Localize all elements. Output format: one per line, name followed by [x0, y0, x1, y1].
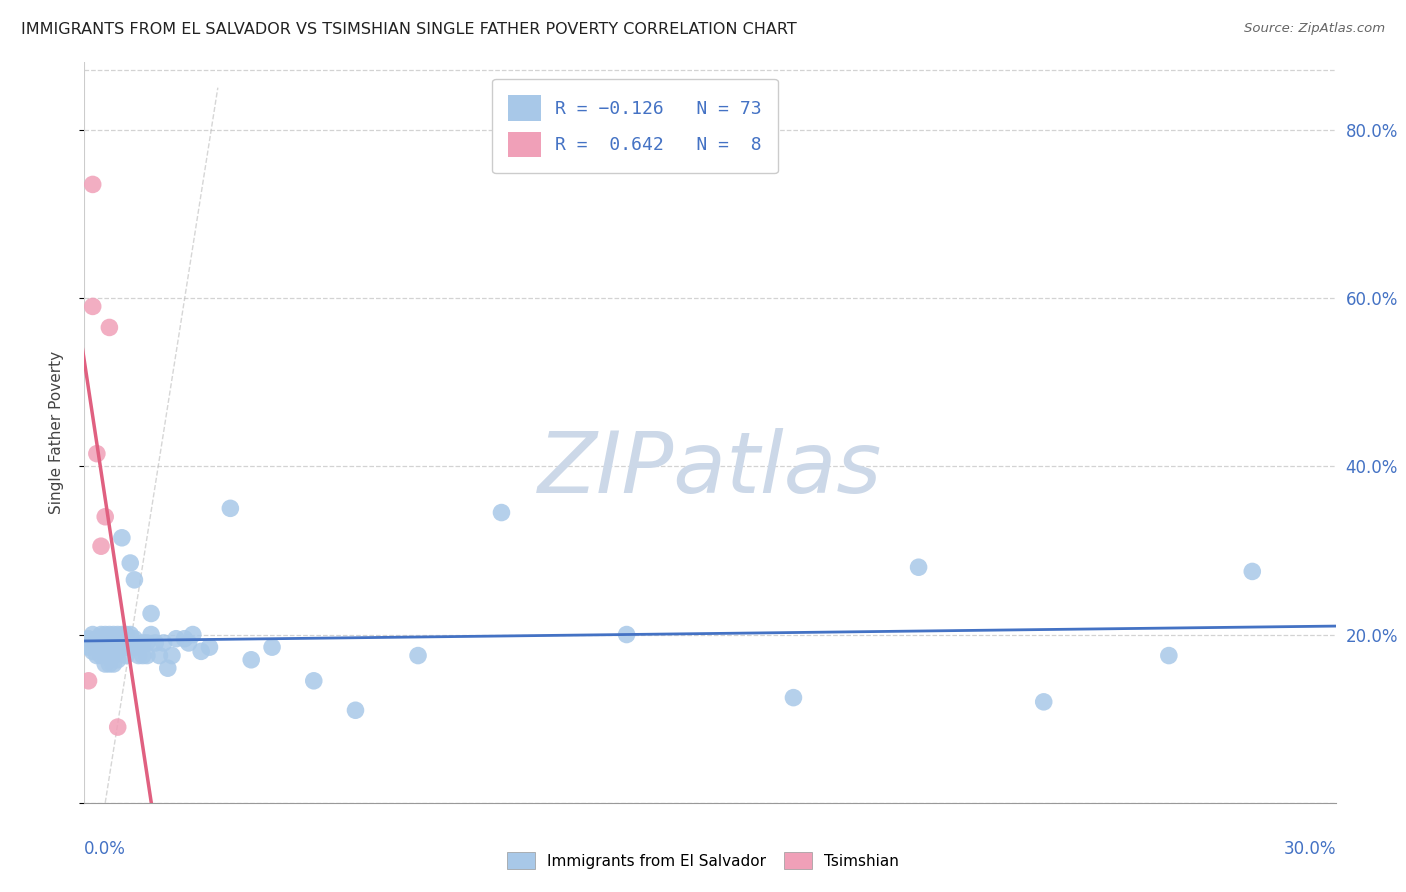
Point — [128, 640, 150, 655]
Point — [103, 640, 125, 655]
Point — [190, 644, 212, 658]
Point — [94, 632, 117, 646]
Point — [90, 539, 112, 553]
Point — [77, 673, 100, 688]
Point — [90, 627, 112, 641]
Point — [107, 632, 129, 646]
Point — [128, 648, 150, 663]
Point — [139, 607, 162, 621]
Point — [1241, 565, 1264, 579]
Point — [77, 632, 100, 646]
Point — [136, 636, 159, 650]
Point — [115, 627, 138, 641]
Point — [160, 648, 183, 663]
Point — [103, 657, 125, 671]
Point — [98, 632, 121, 646]
Point — [302, 673, 325, 688]
Point — [86, 648, 108, 663]
Point — [198, 640, 221, 655]
Point — [86, 447, 108, 461]
Point — [82, 644, 104, 658]
Point — [98, 657, 121, 671]
Point — [98, 640, 121, 655]
Point — [907, 560, 929, 574]
Point — [406, 648, 429, 663]
Point — [98, 627, 121, 641]
Point — [115, 648, 138, 663]
Text: ZIPatlas: ZIPatlas — [538, 428, 882, 511]
Point — [152, 636, 174, 650]
Text: IMMIGRANTS FROM EL SALVADOR VS TSIMSHIAN SINGLE FATHER POVERTY CORRELATION CHART: IMMIGRANTS FROM EL SALVADOR VS TSIMSHIAN… — [21, 22, 797, 37]
Point — [132, 648, 155, 663]
Point — [111, 531, 134, 545]
Point — [86, 640, 108, 655]
Point — [107, 644, 129, 658]
Legend: R = −0.126   N = 73, R =  0.642   N =  8: R = −0.126 N = 73, R = 0.642 N = 8 — [492, 78, 778, 173]
Point — [132, 636, 155, 650]
Point — [94, 640, 117, 655]
Point — [94, 657, 117, 671]
Point — [86, 632, 108, 646]
Point — [139, 627, 162, 641]
Point — [107, 627, 129, 641]
Point — [82, 300, 104, 314]
Legend: Immigrants from El Salvador, Tsimshian: Immigrants from El Salvador, Tsimshian — [501, 846, 905, 875]
Point — [1157, 648, 1180, 663]
Point — [111, 640, 134, 655]
Point — [124, 640, 146, 655]
Point — [120, 627, 142, 641]
Point — [262, 640, 284, 655]
Point — [143, 636, 166, 650]
Point — [219, 501, 242, 516]
Point — [98, 648, 121, 663]
Point — [344, 703, 367, 717]
Point — [124, 632, 146, 646]
Point — [111, 627, 134, 641]
Point — [181, 627, 204, 641]
Point — [107, 720, 129, 734]
Point — [103, 627, 125, 641]
Point — [240, 653, 263, 667]
Point — [103, 632, 125, 646]
Text: 0.0%: 0.0% — [84, 840, 127, 858]
Text: 30.0%: 30.0% — [1284, 840, 1336, 858]
Point — [77, 640, 100, 655]
Point — [616, 627, 638, 641]
Point — [90, 636, 112, 650]
Point — [120, 556, 142, 570]
Point — [1032, 695, 1054, 709]
Point — [94, 509, 117, 524]
Y-axis label: Single Father Poverty: Single Father Poverty — [49, 351, 63, 514]
Point — [491, 506, 513, 520]
Point — [136, 648, 159, 663]
Point — [782, 690, 804, 705]
Point — [103, 648, 125, 663]
Point — [165, 632, 187, 646]
Point — [173, 632, 195, 646]
Point — [115, 636, 138, 650]
Point — [107, 653, 129, 667]
Point — [124, 573, 146, 587]
Point — [120, 640, 142, 655]
Point — [98, 320, 121, 334]
Point — [94, 627, 117, 641]
Point — [177, 636, 200, 650]
Point — [82, 178, 104, 192]
Point — [90, 648, 112, 663]
Point — [156, 661, 179, 675]
Point — [148, 648, 170, 663]
Text: Source: ZipAtlas.com: Source: ZipAtlas.com — [1244, 22, 1385, 36]
Point — [82, 627, 104, 641]
Point — [115, 640, 138, 655]
